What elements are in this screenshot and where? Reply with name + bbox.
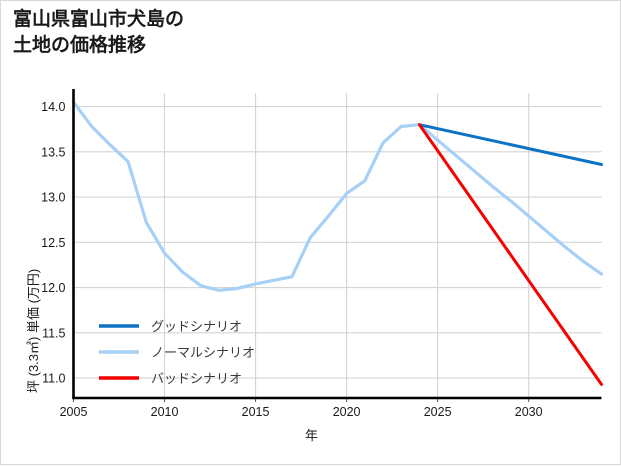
y-tick-labels: 11.0 11.5 12.0 12.5 13.0 13.5 14.0: [41, 100, 65, 386]
y-axis-title: 坪 (3.3㎡) 単価 (万円): [26, 268, 41, 393]
page-title: 富山県富山市犬島の 土地の価格推移: [13, 9, 185, 56]
series-line: [71, 100, 604, 292]
x-tick-label: 2020: [333, 405, 361, 419]
x-tick-label: 2025: [424, 405, 452, 419]
y-tick-label: 11.5: [42, 326, 65, 340]
x-tick-label: 2005: [60, 405, 88, 419]
legend-label: グッドシナリオ: [151, 319, 242, 334]
legend-label: ノーマルシナリオ: [151, 345, 255, 360]
y-tick-label: 12.0: [41, 281, 65, 295]
series-line: [417, 123, 603, 166]
y-tick-label: 13.5: [41, 145, 65, 159]
x-tick-label: 2015: [242, 405, 270, 419]
axis-spines: [72, 89, 602, 400]
y-tick-label: 12.5: [41, 236, 65, 250]
series-line: [417, 123, 603, 386]
x-tick-labels: 2005 2010 2015 2020 2025 2030: [60, 405, 543, 419]
legend-label: バッドシナリオ: [151, 371, 242, 386]
x-tick-label: 2010: [151, 405, 179, 419]
data-series: [71, 100, 604, 386]
x-tick-label: 2030: [515, 405, 543, 419]
y-tick-label: 13.0: [41, 191, 65, 205]
gridlines: [73, 93, 602, 398]
y-tick-label: 11.0: [42, 372, 65, 386]
x-axis-title: 年: [304, 428, 318, 443]
y-tick-label: 14.0: [41, 100, 65, 114]
